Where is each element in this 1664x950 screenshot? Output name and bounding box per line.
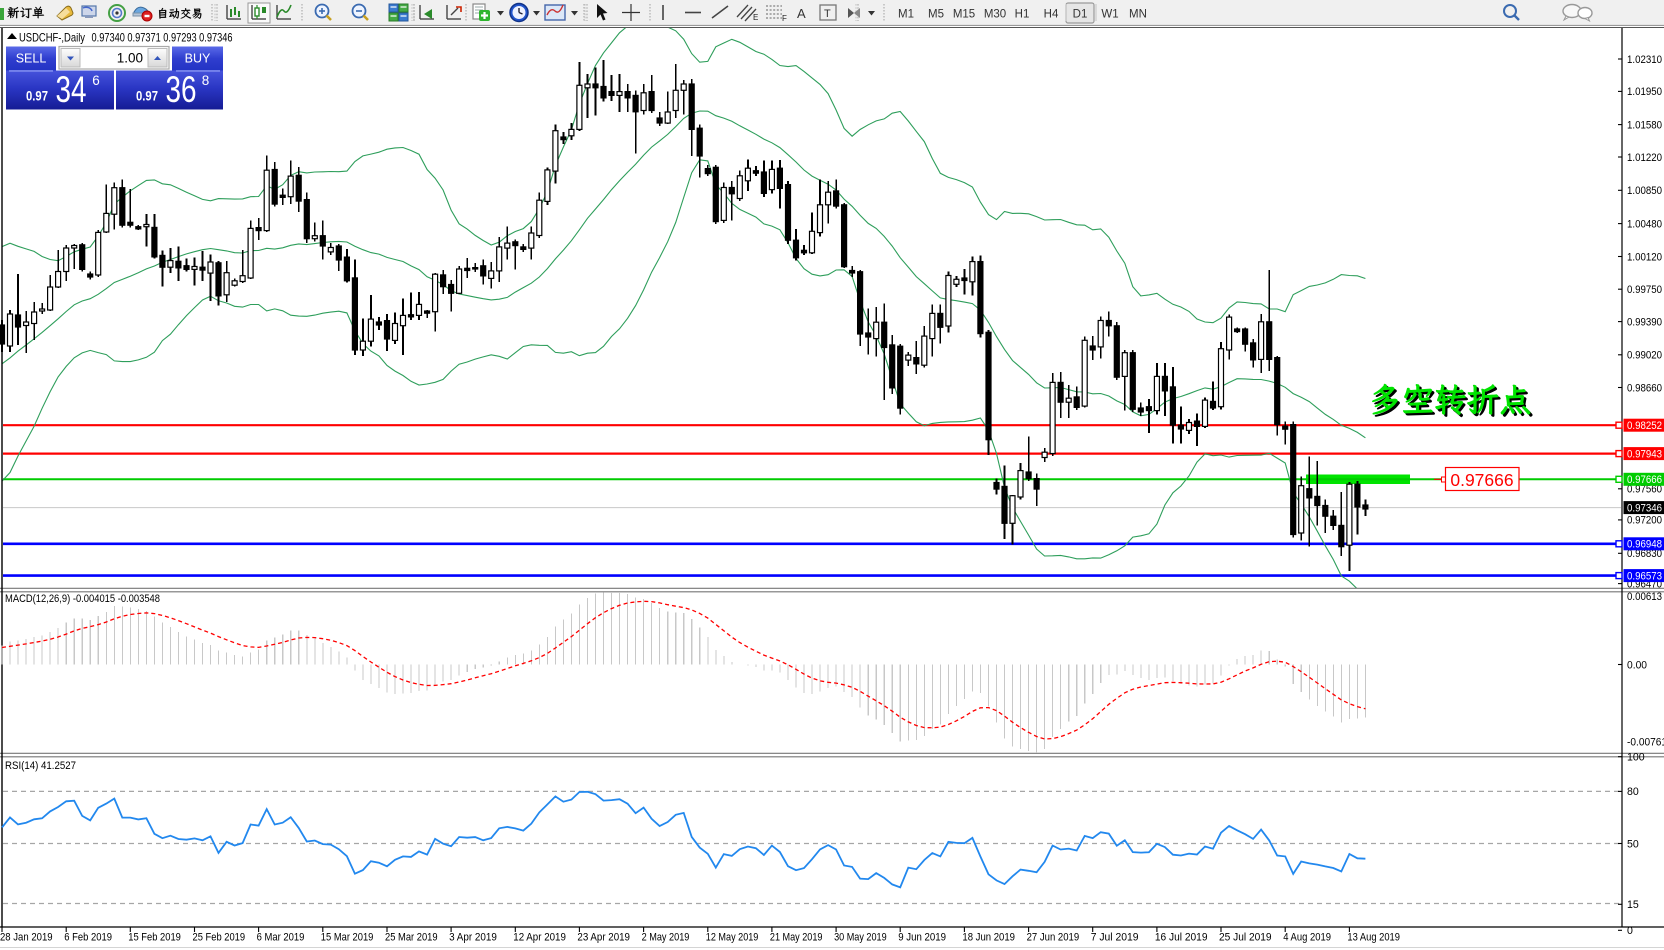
svg-text:21 May 2019: 21 May 2019 [770, 932, 823, 944]
svg-text:4 Aug 2019: 4 Aug 2019 [1283, 932, 1331, 944]
svg-text:0.00: 0.00 [1627, 659, 1647, 671]
svg-text:0.98660: 0.98660 [1627, 382, 1662, 394]
svg-text:0.98252: 0.98252 [1627, 420, 1662, 432]
svg-text:50: 50 [1627, 838, 1639, 850]
svg-text:0.99750: 0.99750 [1627, 284, 1662, 296]
svg-text:M1: M1 [898, 9, 914, 21]
svg-text:80: 80 [1627, 786, 1639, 798]
svg-text:MACD(12,26,9) -0.004015 -0.003: MACD(12,26,9) -0.004015 -0.003548 [5, 593, 160, 605]
svg-text:3 Apr 2019: 3 Apr 2019 [449, 932, 497, 944]
svg-text:1.00480: 1.00480 [1627, 218, 1662, 230]
svg-text:0: 0 [1627, 925, 1633, 937]
svg-text:1.00850: 1.00850 [1627, 185, 1662, 197]
svg-text:30 May 2019: 30 May 2019 [834, 932, 887, 944]
svg-text:-0.00761: -0.00761 [1627, 737, 1664, 749]
svg-text:0.99390: 0.99390 [1627, 316, 1662, 328]
svg-text:9 Jun 2019: 9 Jun 2019 [898, 932, 946, 944]
svg-text:T: T [824, 8, 831, 20]
svg-text:12 Apr 2019: 12 Apr 2019 [513, 932, 566, 944]
svg-text:25 Mar 2019: 25 Mar 2019 [385, 932, 438, 944]
svg-text:1.01220: 1.01220 [1627, 152, 1662, 164]
svg-text:D1: D1 [1073, 9, 1088, 21]
svg-text:6 Feb 2019: 6 Feb 2019 [64, 932, 112, 944]
svg-text:18 Jun 2019: 18 Jun 2019 [962, 932, 1015, 944]
svg-text:0.96573: 0.96573 [1627, 570, 1662, 582]
svg-text:34: 34 [56, 69, 87, 110]
svg-text:0.97: 0.97 [136, 89, 158, 104]
svg-text:W1: W1 [1101, 9, 1118, 21]
svg-text:2 May 2019: 2 May 2019 [642, 932, 690, 944]
svg-text:25 Jul 2019: 25 Jul 2019 [1219, 932, 1272, 944]
svg-text:7 Jul 2019: 7 Jul 2019 [1091, 932, 1139, 944]
svg-text:15 Mar 2019: 15 Mar 2019 [321, 932, 374, 944]
svg-text:6: 6 [92, 73, 100, 88]
svg-text:0.97560: 0.97560 [1627, 484, 1662, 496]
svg-text:28 Jan 2019: 28 Jan 2019 [0, 932, 53, 944]
svg-text:F: F [782, 14, 787, 23]
svg-text:23 Apr 2019: 23 Apr 2019 [577, 932, 630, 944]
svg-text:USDCHF-,Daily: USDCHF-,Daily [19, 31, 85, 45]
svg-text:M15: M15 [953, 9, 975, 21]
svg-text:1.00120: 1.00120 [1627, 251, 1662, 263]
svg-text:1.01950: 1.01950 [1627, 86, 1662, 98]
svg-text:27 Jun 2019: 27 Jun 2019 [1027, 932, 1080, 944]
svg-text:A: A [797, 6, 806, 21]
svg-text:0.97943: 0.97943 [1627, 448, 1662, 460]
svg-text:SELL: SELL [16, 52, 47, 66]
svg-text:MN: MN [1129, 9, 1147, 21]
svg-text:1.02310: 1.02310 [1627, 54, 1662, 66]
svg-text:13 Aug 2019: 13 Aug 2019 [1347, 932, 1400, 944]
svg-text:25 Feb 2019: 25 Feb 2019 [193, 932, 246, 944]
svg-text:0.00613: 0.00613 [1627, 591, 1662, 603]
svg-text:6 Mar 2019: 6 Mar 2019 [257, 932, 305, 944]
svg-text:H4: H4 [1044, 9, 1059, 21]
svg-text:100: 100 [1627, 752, 1645, 764]
svg-text:15: 15 [1627, 899, 1639, 911]
svg-text:M5: M5 [928, 9, 944, 21]
svg-text:12 May 2019: 12 May 2019 [706, 932, 759, 944]
svg-text:1.00: 1.00 [117, 51, 143, 66]
svg-text:RSI(14) 41.2527: RSI(14) 41.2527 [5, 760, 76, 772]
svg-text:0.96830: 0.96830 [1627, 548, 1662, 560]
svg-text:BUY: BUY [185, 52, 211, 66]
svg-text:16 Jul 2019: 16 Jul 2019 [1155, 932, 1208, 944]
svg-text:0.99020: 0.99020 [1627, 350, 1662, 362]
svg-text:0.97200: 0.97200 [1627, 515, 1662, 527]
svg-text:M30: M30 [984, 9, 1006, 21]
svg-text:0.97340 0.97371 0.97293 0.9734: 0.97340 0.97371 0.97293 0.97346 [92, 31, 233, 45]
svg-text:0.97346: 0.97346 [1627, 502, 1662, 514]
svg-text:0.96948: 0.96948 [1627, 539, 1662, 551]
svg-text:0.97666: 0.97666 [1450, 470, 1513, 490]
svg-text:H1: H1 [1015, 9, 1030, 21]
svg-text:0.97666: 0.97666 [1627, 474, 1662, 486]
svg-text:8: 8 [202, 73, 210, 88]
svg-text:0.97: 0.97 [26, 89, 48, 104]
svg-text:15 Feb 2019: 15 Feb 2019 [128, 932, 181, 944]
svg-text:36: 36 [166, 69, 197, 110]
svg-text:1.01580: 1.01580 [1627, 119, 1662, 131]
svg-text:E: E [753, 13, 758, 22]
